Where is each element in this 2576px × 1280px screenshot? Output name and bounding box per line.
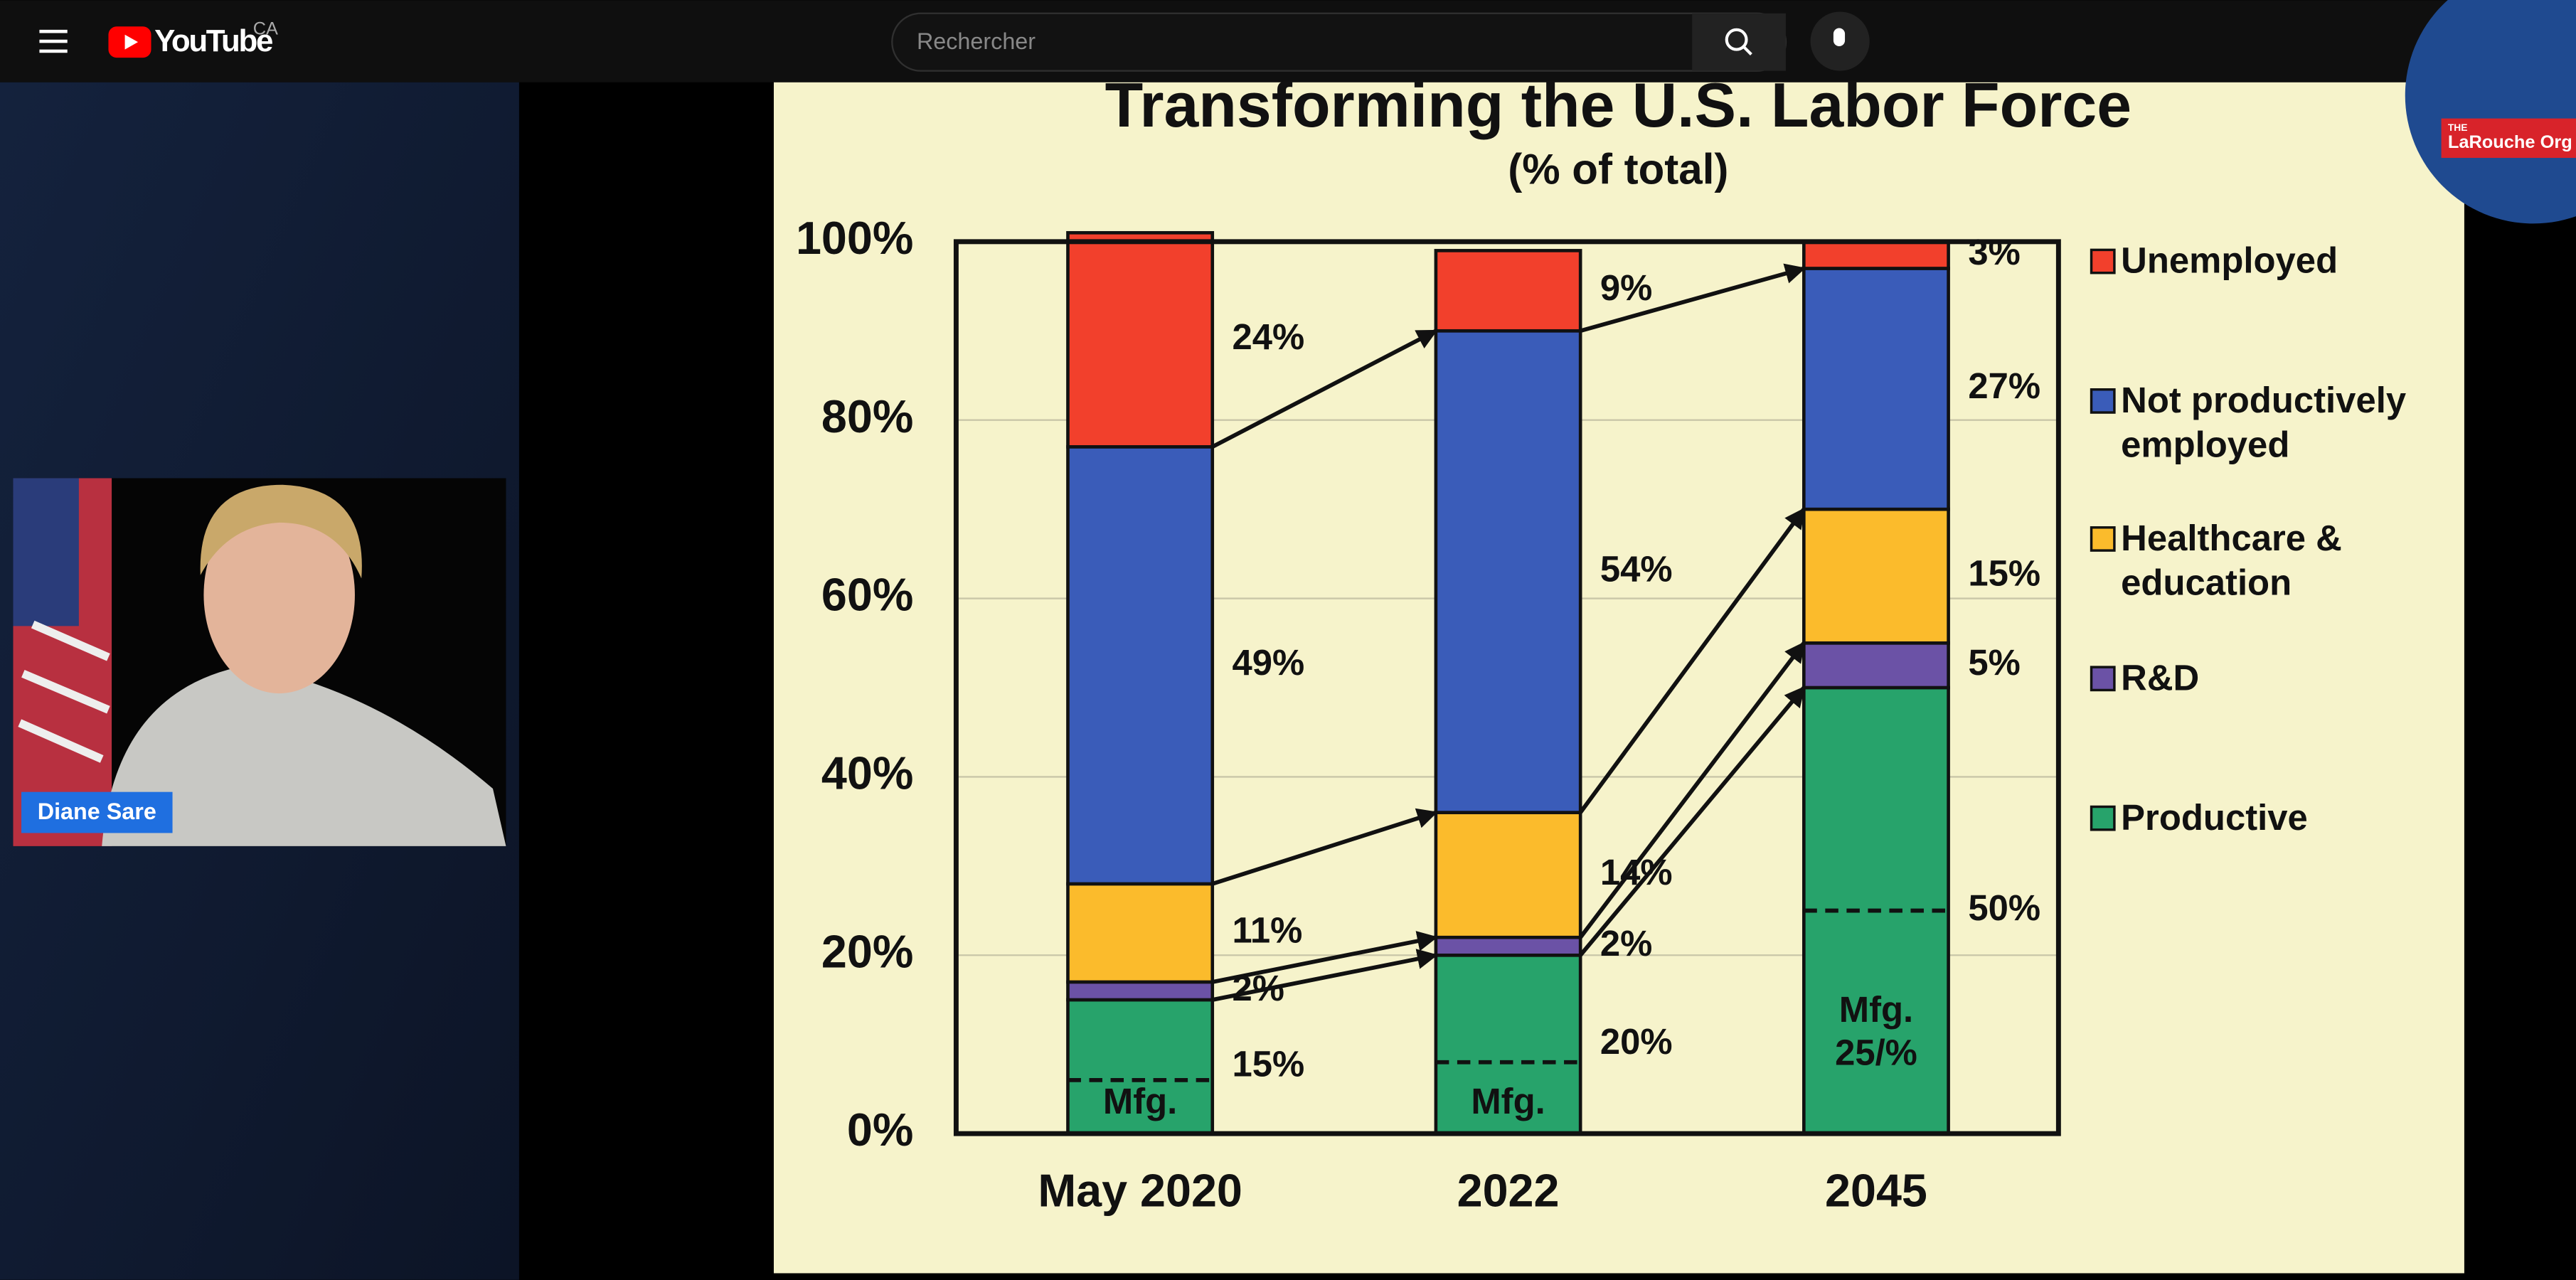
legend-item: R&D bbox=[2121, 657, 2200, 699]
bar-segment bbox=[1066, 998, 1215, 1136]
webcam: Diane Sare bbox=[13, 478, 506, 846]
mfg-label: Mfg. bbox=[1471, 1081, 1545, 1121]
legend-item: Unemployed bbox=[2121, 240, 2338, 282]
x-tick-label: 2022 bbox=[1457, 1165, 1560, 1217]
mfg-label: Mfg. bbox=[1839, 989, 1913, 1030]
bar-segment bbox=[1434, 329, 1582, 814]
bar-segment bbox=[1802, 507, 1950, 645]
mfg-label: Mfg. bbox=[1103, 1081, 1177, 1121]
legend-label: Healthcare & education bbox=[2121, 517, 2342, 604]
mfg-note: 25/% bbox=[1835, 1032, 1917, 1072]
search-button[interactable] bbox=[1692, 13, 1786, 71]
y-tick-label: 20% bbox=[821, 925, 913, 977]
value-label: 49% bbox=[1232, 642, 1304, 683]
x-tick-label: May 2020 bbox=[1038, 1165, 1242, 1217]
bar-segment bbox=[1434, 249, 1582, 333]
youtube-logo[interactable]: YouTube CA bbox=[108, 19, 278, 58]
legend-swatch bbox=[2090, 248, 2116, 274]
y-tick-label: 60% bbox=[821, 569, 913, 621]
menu-button[interactable] bbox=[39, 29, 68, 53]
legend-item: Not productively employed bbox=[2121, 379, 2407, 465]
legend-label: Unemployed bbox=[2121, 240, 2338, 282]
legend-swatch bbox=[2090, 526, 2116, 552]
slide-logo-band bbox=[2441, 118, 2576, 159]
bar-segment bbox=[1434, 953, 1582, 1136]
value-label: 11% bbox=[1232, 910, 1302, 950]
value-label: 15% bbox=[1232, 1043, 1304, 1084]
legend-swatch bbox=[2090, 805, 2116, 831]
x-tick-label: 2045 bbox=[1825, 1165, 1927, 1217]
legend-item: Productive bbox=[2121, 796, 2308, 838]
legend-label: Not productively employed bbox=[2121, 379, 2407, 465]
value-label: 50% bbox=[1968, 887, 2040, 928]
arrow bbox=[1578, 507, 1806, 814]
value-label: 2% bbox=[1600, 923, 1652, 964]
logo-text: YouTube bbox=[154, 23, 272, 58]
bar-segment bbox=[1066, 230, 1215, 449]
slide-logo bbox=[2405, 0, 2576, 224]
bar-segment bbox=[1066, 445, 1215, 886]
slide-bg bbox=[773, 82, 2464, 1274]
bar-segment bbox=[1802, 641, 1950, 690]
bar-segment bbox=[1066, 882, 1215, 984]
arrow bbox=[1578, 686, 1806, 957]
value-label: 54% bbox=[1600, 548, 1673, 589]
legend-item: Healthcare & education bbox=[2121, 517, 2342, 604]
value-label: 3% bbox=[1968, 232, 2020, 272]
legend-label: Productive bbox=[2121, 796, 2308, 838]
slide: THE LaRouche Org Transforming the U.S. L… bbox=[773, 0, 2576, 1274]
presenter-name: Diane Sare bbox=[38, 799, 156, 824]
search-placeholder: Rechercher bbox=[917, 28, 1036, 54]
bar-segment bbox=[1434, 935, 1582, 957]
y-tick-label: 80% bbox=[821, 390, 913, 442]
y-tick-label: 40% bbox=[821, 747, 913, 799]
arrow bbox=[1578, 641, 1806, 939]
name-tag bbox=[21, 791, 173, 833]
search-icon bbox=[1725, 28, 1752, 55]
chart-title: Transforming the U.S. Labor Force bbox=[1105, 70, 2131, 140]
bar-segment bbox=[1434, 811, 1582, 939]
region: CA bbox=[253, 19, 278, 39]
value-label: 27% bbox=[1968, 366, 2040, 406]
value-label: 24% bbox=[1232, 316, 1304, 357]
mic-icon bbox=[1833, 28, 1846, 46]
slide-logo-text: LaRouche Org bbox=[2448, 132, 2572, 152]
y-tick-label: 100% bbox=[796, 212, 913, 264]
arrow bbox=[1211, 808, 1438, 886]
arrow bbox=[1212, 931, 1438, 984]
bar-segment bbox=[1802, 240, 1950, 270]
legend-swatch bbox=[2090, 666, 2116, 692]
value-label: 5% bbox=[1968, 642, 2020, 683]
bar-segment bbox=[1802, 267, 1950, 511]
legend-label: R&D bbox=[2121, 657, 2200, 699]
arrow bbox=[1211, 329, 1438, 449]
slide-logo-small: THE bbox=[2448, 122, 2468, 133]
plot-frame bbox=[953, 239, 2061, 1136]
value-label: 9% bbox=[1600, 267, 1652, 308]
value-label: 15% bbox=[1968, 553, 2040, 594]
arrow bbox=[1580, 263, 1806, 334]
y-tick-label: 0% bbox=[847, 1104, 913, 1156]
bar-segment bbox=[1066, 980, 1215, 1002]
legend-swatch bbox=[2090, 388, 2116, 414]
value-label: 20% bbox=[1600, 1021, 1673, 1062]
arrow bbox=[1212, 949, 1438, 1002]
chart-subtitle: (% of total) bbox=[1508, 146, 1728, 193]
